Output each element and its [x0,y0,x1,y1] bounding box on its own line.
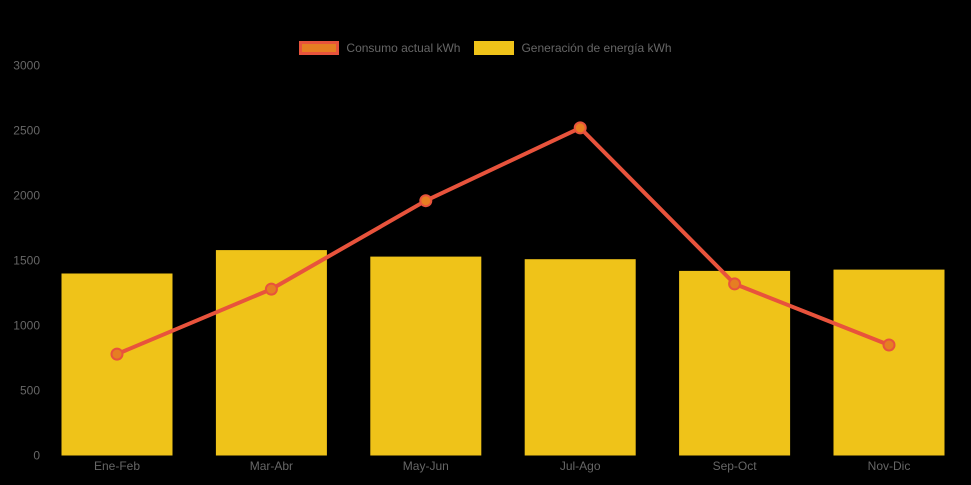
chart-legend: Consumo actual kWh Generación de energía… [0,41,971,55]
bar-Mar-Abr[interactable] [215,250,327,456]
legend-label-generacion-energia: Generación de energía kWh [521,41,672,55]
bar-May-Jun[interactable] [370,256,482,456]
y-axis-tick-label: 0 [33,449,40,463]
legend-label-consumo-actual: Consumo actual kWh [346,41,461,55]
bar-Jul-Ago[interactable] [524,259,636,456]
y-axis-tick-label: 2000 [13,189,40,203]
bar-Ene-Feb[interactable] [61,273,173,456]
legend-item-consumo-actual[interactable]: Consumo actual kWh [299,41,460,55]
consumption-line [115,125,891,357]
bar-Sep-Oct[interactable] [679,270,791,456]
x-axis-label-Sep-Oct: Sep-Oct [713,459,758,473]
x-axis-label-Ene-Feb: Ene-Feb [94,459,140,473]
legend-item-generacion-energia[interactable]: Generación de energía kWh [474,41,672,55]
x-axis-label-Jul-Ago: Jul-Ago [560,459,601,473]
legend-swatch-generacion-energia [474,41,515,55]
y-axis-tick-label: 2500 [13,124,40,138]
line-point-Ene-Feb[interactable] [110,347,124,361]
y-axis-tick-label: 500 [20,384,40,398]
line-point-Nov-Dic[interactable] [882,338,896,352]
line-point-Mar-Abr[interactable] [264,282,278,296]
line-point-Jul-Ago[interactable] [573,121,587,135]
x-axis-label-Nov-Dic: Nov-Dic [868,459,911,473]
bar-Nov-Dic[interactable] [833,269,945,456]
y-axis-tick-label: 1000 [13,319,40,333]
y-axis-tick-label: 1500 [13,254,40,268]
y-axis-tick-label: 3000 [13,59,40,73]
line-point-May-Jun[interactable] [419,194,433,208]
x-axis-label-May-Jun: May-Jun [403,459,449,473]
line-point-Sep-Oct[interactable] [728,277,742,291]
legend-swatch-consumo-actual [299,41,340,55]
x-axis-label-Mar-Abr: Mar-Abr [250,459,293,473]
